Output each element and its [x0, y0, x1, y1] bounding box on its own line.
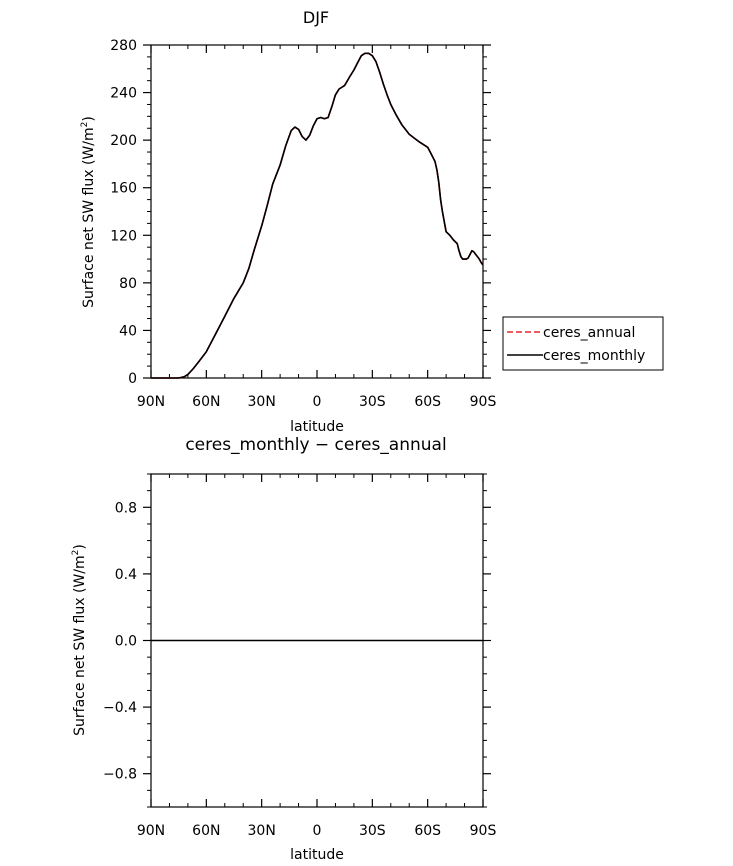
top-x-tick-label: 0: [313, 394, 322, 410]
bottom-chart-x-axis-label: latitude: [290, 847, 344, 863]
top-x-tick-label: 90S: [470, 394, 497, 410]
legend-label-ceres-annual: ceres_annual: [543, 325, 635, 341]
top-x-tick-label: 90N: [137, 394, 165, 410]
top-y-label-main: Surface net SW flux (W/m: [81, 127, 97, 307]
bottom-y-label-superscript: 2: [71, 550, 81, 556]
top-chart-y-axis-label: Surface net SW flux (W/m2): [80, 116, 97, 308]
top-y-tick-label: 80: [119, 276, 137, 292]
top-chart-y-tick-labels: 0 40 80 120 160 200 240 280: [110, 38, 137, 387]
top-x-tick-label: 30S: [359, 394, 386, 410]
bottom-y-label-main: Surface net SW flux (W/m: [72, 555, 88, 735]
top-y-tick-label: 120: [110, 228, 137, 244]
top-chart-ticks: [143, 44, 491, 379]
legend-label-ceres-monthly: ceres_monthly: [543, 348, 645, 364]
top-y-tick-label: 0: [128, 371, 137, 387]
bottom-x-tick-label: 90N: [137, 823, 165, 839]
bottom-chart-ticks: [143, 473, 491, 808]
top-y-tick-label: 200: [110, 133, 137, 149]
bottom-x-tick-label: 30S: [359, 823, 386, 839]
top-chart: DJF 0 40 80 120 160 200 240 280 90N 60N 30N 0 30S 60…: [80, 8, 496, 435]
top-x-tick-label: 60S: [414, 394, 441, 410]
bottom-chart-y-axis-label: Surface net SW flux (W/m2): [71, 544, 88, 736]
top-y-tick-label: 280: [110, 38, 137, 54]
bottom-chart-x-tick-labels: 90N 60N 30N 0 30S 60S 90S: [137, 823, 497, 839]
bottom-y-tick-label: 0.4: [115, 567, 137, 583]
top-x-tick-label: 60N: [192, 394, 220, 410]
top-chart-x-axis-label: latitude: [290, 419, 344, 435]
top-chart-title: DJF: [303, 8, 329, 27]
bottom-x-tick-label: 60S: [414, 823, 441, 839]
bottom-chart: ceres_monthly − ceres_annual −0.8 −0.4 0.0…: [71, 435, 496, 863]
bottom-y-tick-label: −0.8: [103, 767, 137, 783]
bottom-x-tick-label: 90S: [470, 823, 497, 839]
bottom-y-tick-label: 0.0: [115, 634, 137, 650]
top-y-tick-label: 240: [110, 86, 137, 102]
top-chart-x-tick-labels: 90N 60N 30N 0 30S 60S 90S: [137, 394, 497, 410]
bottom-chart-title: ceres_monthly − ceres_annual: [185, 435, 446, 455]
bottom-y-label-close: ): [72, 544, 88, 549]
top-y-tick-label: 40: [119, 323, 137, 339]
legend: ceres_annual ceres_monthly: [502, 316, 664, 371]
top-series-line-ceres-annual: [151, 52, 484, 379]
top-y-label-superscript: 2: [80, 122, 90, 128]
legend-box: [502, 316, 664, 371]
bottom-chart-y-tick-labels: −0.8 −0.4 0.0 0.4 0.8: [103, 500, 137, 782]
top-x-tick-label: 30N: [248, 394, 276, 410]
bottom-x-tick-label: 60N: [192, 823, 220, 839]
top-chart-series: [151, 52, 484, 379]
bottom-x-tick-label: 30N: [248, 823, 276, 839]
top-chart-plot-frame: [150, 44, 484, 379]
bottom-x-tick-label: 0: [313, 823, 322, 839]
bottom-y-tick-label: −0.4: [103, 700, 137, 716]
top-y-tick-label: 160: [110, 181, 137, 197]
top-y-label-close: ): [81, 116, 97, 121]
top-series-line-ceres-monthly: [151, 52, 484, 379]
bottom-y-tick-label: 0.8: [115, 500, 137, 516]
